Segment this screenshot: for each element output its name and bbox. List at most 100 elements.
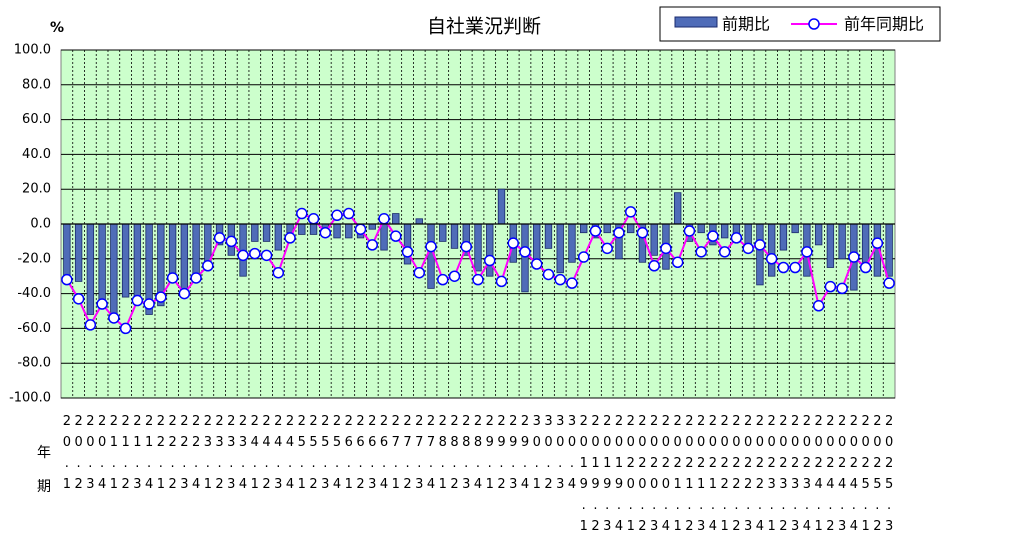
line-marker (495, 275, 508, 288)
line-marker (801, 246, 813, 258)
line-marker (166, 272, 179, 284)
bar (544, 223, 553, 249)
bar (110, 223, 118, 315)
bar (814, 223, 823, 246)
x-tick-label: 2022.2 (729, 414, 744, 534)
line-marker (613, 226, 625, 239)
x-tick-label: 2023.2 (776, 414, 791, 534)
bar (885, 223, 893, 277)
line-marker (848, 251, 860, 263)
x-tick-label: 25.3 (318, 414, 333, 498)
line-marker (237, 249, 249, 262)
line-marker (284, 232, 296, 244)
x-tick-label: 26.3 (365, 414, 380, 498)
line-marker (343, 207, 355, 220)
line-marker (202, 260, 214, 272)
x-tick-label: 28.4 (471, 414, 486, 498)
x-tick-label: 26.2 (353, 414, 368, 498)
bar (251, 223, 259, 242)
x-tick-label: 23.1 (200, 414, 215, 498)
bar (627, 223, 635, 234)
bar (486, 223, 494, 277)
bar (274, 223, 282, 251)
x-tick-label: 2021.2 (682, 414, 697, 534)
x-tick-label: 2022.1 (717, 414, 732, 534)
x-tick-label: 25.1 (294, 414, 309, 498)
chart-title: 自社業況判断 (427, 16, 541, 38)
x-tick-label: 2021.3 (694, 414, 709, 534)
x-tick-label: 2023.3 (788, 414, 803, 534)
line-marker (413, 266, 426, 279)
y-tick-label: -20.0 (17, 251, 51, 266)
x-tick-label: 2019.4 (611, 414, 626, 534)
line-marker (296, 207, 308, 220)
x-tick-label: 2024.2 (823, 414, 838, 534)
x-tick-label: 24.2 (259, 414, 274, 498)
x-tick-label: 2024.4 (846, 414, 861, 534)
bar (674, 192, 682, 225)
bar (168, 223, 177, 281)
bar (450, 223, 459, 249)
y-tick-label: -80.0 (17, 356, 51, 371)
line-marker (425, 240, 437, 253)
bar (756, 223, 764, 286)
bar (333, 223, 341, 239)
line-marker (225, 235, 238, 248)
line-marker (331, 209, 343, 222)
bar (603, 223, 611, 234)
x-tick-label: 22.4 (189, 414, 204, 498)
line-marker (61, 273, 73, 286)
bar (580, 223, 588, 234)
line-marker (777, 261, 790, 274)
line-marker (178, 287, 191, 300)
bar (521, 223, 529, 293)
x-tick-label: 27.2 (400, 414, 415, 498)
x-tick-label: 2020.3 (647, 414, 662, 534)
bar (403, 223, 412, 265)
x-tick-label: 2019.1 (576, 414, 591, 534)
x-tick-label: 23.3 (224, 414, 239, 498)
x-tick-label: 20.1 (59, 414, 74, 498)
bar (826, 223, 835, 268)
x-tick-label: 2022.3 (741, 414, 756, 534)
legend-marker (808, 18, 820, 30)
y-tick-label: -60.0 (17, 321, 51, 336)
legend-label: 前期比 (722, 15, 770, 34)
line-marker (378, 213, 390, 225)
bar (474, 223, 482, 272)
x-tick-label: 2022.4 (752, 414, 767, 534)
line-marker (660, 242, 672, 255)
line-marker (401, 246, 414, 258)
bar (838, 223, 846, 260)
line-marker (260, 249, 273, 262)
x-tick-label: 2020.2 (635, 414, 650, 534)
line-marker (131, 294, 144, 307)
line-marker (683, 225, 696, 237)
x-tick-label: 25.2 (306, 414, 321, 498)
line-marker (437, 273, 449, 286)
x-tick-label: 23.2 (212, 414, 227, 498)
y-axis-label: % (50, 20, 64, 36)
x-tick-label: 2020.4 (658, 414, 673, 534)
line-marker (213, 232, 226, 244)
bar (392, 213, 400, 225)
x-tick-label: 26.4 (377, 414, 392, 498)
x-tick-label: 2025.2 (870, 414, 885, 534)
line-marker (519, 246, 531, 258)
x-tick-label: 27.3 (412, 414, 427, 498)
line-marker (448, 270, 461, 282)
bar (63, 223, 71, 281)
line-marker (754, 239, 766, 251)
x-tick-label: 20.4 (95, 414, 110, 498)
x-tick-label: 23.4 (236, 414, 251, 498)
bar (767, 223, 776, 277)
x-tick-label: 2025.3 (882, 414, 897, 534)
line-marker (789, 261, 801, 274)
x-tick-label: 2024.3 (835, 414, 850, 534)
legend-label: 前年同期比 (844, 15, 924, 34)
x-tick-label: 29.1 (482, 414, 497, 498)
x-tick-label: 28.3 (459, 414, 474, 498)
x-tick-label: 2019.3 (600, 414, 615, 534)
x-tick-label: 24.3 (271, 414, 286, 498)
line-marker (671, 256, 684, 269)
